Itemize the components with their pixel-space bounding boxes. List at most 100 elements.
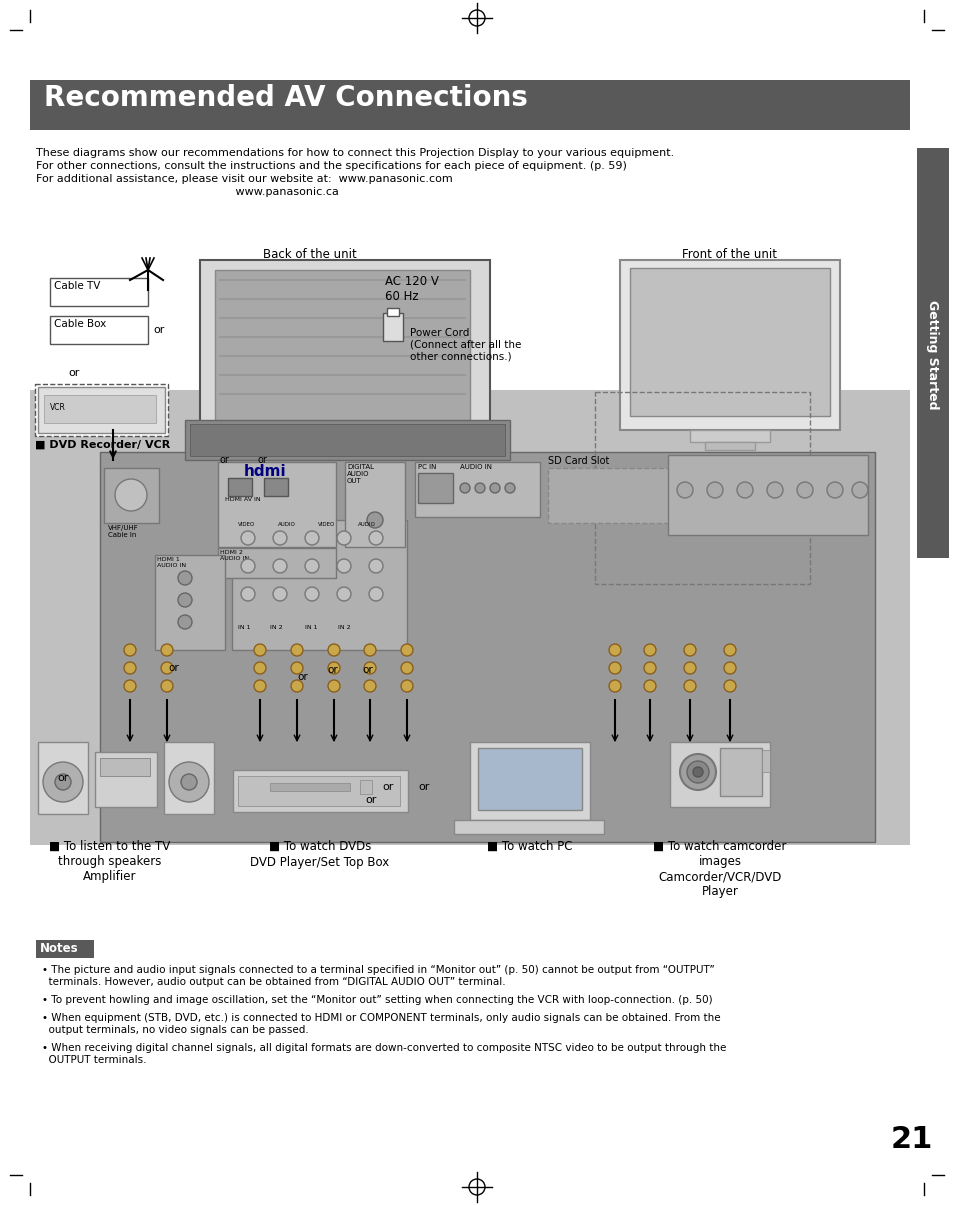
Text: ■ To watch PC: ■ To watch PC: [487, 840, 572, 853]
Circle shape: [336, 531, 351, 545]
Text: hdmi: hdmi: [243, 464, 286, 480]
Bar: [689, 430, 769, 442]
Bar: [477, 748, 581, 810]
Text: • When equipment (STB, DVD, etc.) is connected to HDMI or COMPONENT terminals, o: • When equipment (STB, DVD, etc.) is con…: [42, 1013, 720, 1035]
Text: VHF/UHF
Cable In: VHF/UHF Cable In: [108, 525, 138, 537]
Bar: [382, 313, 402, 341]
Text: • To prevent howling and image oscillation, set the “Monitor out” setting when c: • To prevent howling and image oscillati…: [42, 995, 712, 1005]
Bar: [30, 80, 909, 130]
Circle shape: [686, 762, 708, 783]
Circle shape: [305, 587, 318, 601]
Circle shape: [273, 531, 287, 545]
Bar: [154, 556, 225, 649]
Text: Getting Started: Getting Started: [925, 300, 939, 410]
Circle shape: [796, 482, 812, 498]
Bar: [237, 776, 399, 806]
Circle shape: [679, 754, 716, 790]
Bar: [36, 940, 94, 958]
Bar: [218, 548, 335, 578]
Text: For other connections, consult the instructions and the specifications for each : For other connections, consult the instr…: [36, 161, 626, 171]
Circle shape: [253, 643, 266, 656]
Bar: [761, 750, 769, 772]
Circle shape: [364, 680, 375, 692]
Text: IN 2: IN 2: [270, 625, 282, 630]
Circle shape: [364, 643, 375, 656]
Text: or: or: [168, 663, 178, 674]
Circle shape: [241, 559, 254, 574]
Bar: [454, 819, 603, 834]
Circle shape: [161, 680, 172, 692]
Circle shape: [608, 662, 620, 674]
Text: or: or: [381, 782, 393, 792]
Circle shape: [683, 643, 696, 656]
Bar: [164, 742, 213, 815]
Circle shape: [475, 483, 484, 493]
Circle shape: [737, 482, 752, 498]
Circle shape: [643, 643, 656, 656]
Text: SD Card Slot: SD Card Slot: [547, 455, 609, 466]
Bar: [669, 742, 769, 807]
Text: or: or: [57, 772, 69, 783]
Circle shape: [115, 480, 147, 511]
Bar: [345, 462, 405, 547]
Circle shape: [178, 593, 192, 607]
Bar: [232, 521, 407, 649]
Circle shape: [766, 482, 782, 498]
Text: These diagrams show our recommendations for how to connect this Projection Displ: These diagrams show our recommendations …: [36, 148, 674, 158]
Circle shape: [851, 482, 867, 498]
Circle shape: [273, 587, 287, 601]
Circle shape: [181, 774, 196, 790]
Bar: [100, 758, 150, 776]
Bar: [214, 270, 470, 425]
Text: ■ DVD Recorder/ VCR: ■ DVD Recorder/ VCR: [35, 440, 170, 449]
Circle shape: [608, 680, 620, 692]
Text: or: or: [361, 665, 373, 675]
Circle shape: [161, 643, 172, 656]
Text: www.panasonic.ca: www.panasonic.ca: [36, 187, 338, 196]
Text: 21: 21: [890, 1125, 932, 1154]
Text: or: or: [327, 665, 337, 675]
Circle shape: [336, 587, 351, 601]
Text: AUDIO: AUDIO: [277, 522, 295, 527]
Bar: [270, 783, 350, 790]
Circle shape: [504, 483, 515, 493]
Bar: [359, 780, 372, 794]
Circle shape: [241, 587, 254, 601]
Circle shape: [253, 662, 266, 674]
Circle shape: [253, 680, 266, 692]
Text: IN 1: IN 1: [237, 625, 251, 630]
Text: Cable Box: Cable Box: [54, 319, 106, 329]
Bar: [629, 268, 829, 416]
Bar: [50, 278, 148, 306]
Text: or: or: [296, 672, 308, 682]
Circle shape: [400, 643, 413, 656]
Text: ■ To watch camcorder
images: ■ To watch camcorder images: [653, 840, 786, 868]
Circle shape: [241, 531, 254, 545]
Text: VCR: VCR: [50, 402, 66, 412]
Circle shape: [328, 680, 339, 692]
Circle shape: [55, 774, 71, 790]
Circle shape: [683, 680, 696, 692]
FancyBboxPatch shape: [547, 468, 672, 523]
Text: Cable TV: Cable TV: [54, 281, 100, 290]
Circle shape: [328, 662, 339, 674]
Circle shape: [683, 662, 696, 674]
Text: or: or: [68, 368, 79, 378]
Bar: [38, 387, 165, 433]
Text: DVD Player/Set Top Box: DVD Player/Set Top Box: [250, 856, 389, 869]
Circle shape: [124, 643, 136, 656]
Circle shape: [273, 559, 287, 574]
Text: Back of the unit: Back of the unit: [263, 248, 356, 261]
Text: For additional assistance, please visit our website at:  www.panasonic.com: For additional assistance, please visit …: [36, 174, 453, 184]
Text: AUDIO: AUDIO: [357, 522, 375, 527]
Text: IN 1: IN 1: [305, 625, 317, 630]
Text: Notes: Notes: [40, 942, 78, 956]
Circle shape: [305, 559, 318, 574]
Bar: [387, 308, 398, 316]
Bar: [228, 478, 252, 496]
Circle shape: [400, 662, 413, 674]
Bar: [264, 478, 288, 496]
Bar: [619, 260, 840, 430]
Bar: [38, 742, 88, 815]
Circle shape: [723, 643, 735, 656]
